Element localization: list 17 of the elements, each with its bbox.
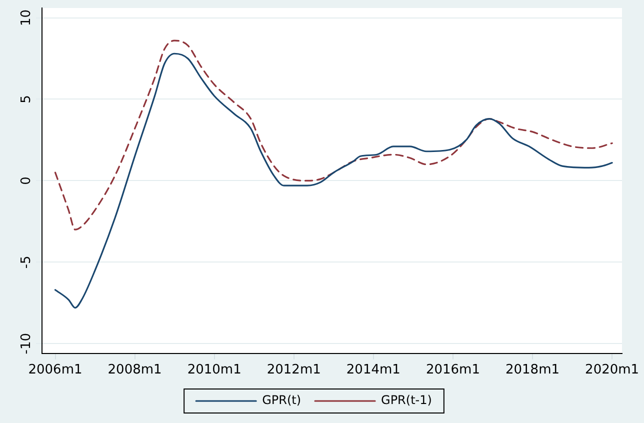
y-tick-label: 0	[18, 176, 34, 185]
x-tick-label: 2016m1	[426, 362, 480, 378]
y-tick-label: -10	[18, 333, 34, 354]
line-series	[54, 40, 613, 230]
x-tick-label: 2010m1	[187, 362, 242, 378]
x-tick-label: 2018m1	[506, 362, 560, 378]
legend-label: GPR(t-1)	[381, 393, 432, 408]
x-tick-label: 2020m1	[585, 362, 640, 378]
y-tick-label: -5	[18, 256, 34, 269]
line-series	[54, 52, 613, 309]
y-tick-label: 10	[18, 10, 34, 26]
x-tick-label: 2012m1	[266, 362, 321, 378]
x-tick-label: 2008m1	[108, 362, 162, 378]
x-tick-label: 2014m1	[346, 362, 400, 378]
x-tick-label: 2006m1	[28, 362, 82, 378]
legend-label: GPR(t)	[262, 393, 302, 408]
y-tick-label: 5	[18, 95, 34, 104]
